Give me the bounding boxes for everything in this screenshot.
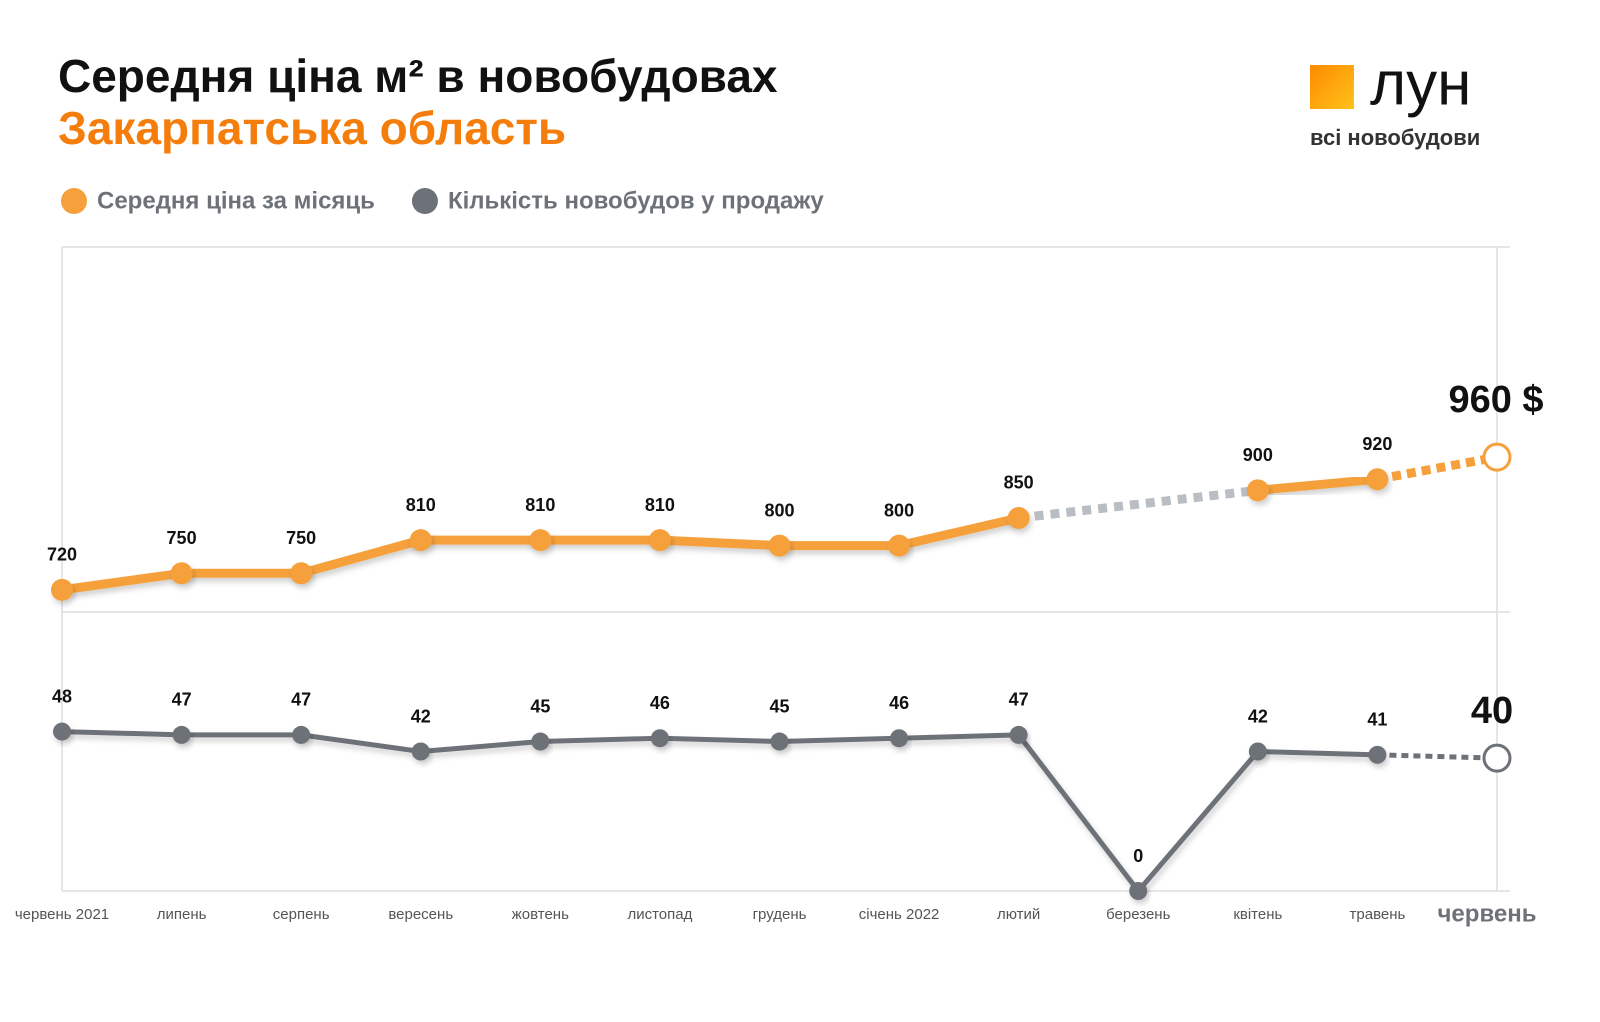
point — [890, 729, 909, 748]
value-label: 900 — [1243, 445, 1273, 465]
point — [529, 529, 552, 552]
value-label: 41 — [1367, 710, 1387, 730]
forecast-line — [1376, 452, 1498, 484]
value-label: 48 — [52, 686, 72, 706]
point — [170, 562, 193, 585]
x-tick-label: жовтень — [512, 906, 569, 923]
legend-marker — [61, 188, 87, 214]
point — [1009, 725, 1028, 744]
point — [1248, 742, 1267, 761]
point — [648, 529, 671, 552]
point — [51, 578, 73, 601]
value-label: 810 — [525, 495, 555, 515]
x-tick-label: квітень — [1233, 906, 1282, 923]
x-tick-label: лютий — [997, 906, 1040, 923]
x-tick-label: грудень — [753, 906, 807, 923]
value-label: 42 — [411, 706, 431, 726]
value-label: 45 — [530, 696, 550, 716]
value-label: 810 — [645, 495, 675, 515]
value-label: 810 — [406, 495, 436, 515]
point — [172, 725, 191, 744]
logo-mark — [1310, 65, 1354, 109]
value-label: 42 — [1248, 706, 1268, 726]
chart-subtitle: Закарпатська область — [58, 102, 566, 154]
point — [53, 722, 71, 741]
gap-bridge — [1018, 485, 1259, 523]
point — [1246, 479, 1269, 502]
value-label: 47 — [1009, 690, 1029, 710]
x-tick-label: червень — [1438, 900, 1537, 927]
x-tick-label: червень 2021 — [15, 906, 109, 923]
point — [768, 534, 791, 557]
point — [888, 534, 911, 557]
value-label: 40 — [1471, 690, 1513, 732]
point — [531, 732, 550, 751]
value-label: 45 — [769, 696, 789, 716]
value-label: 720 — [47, 545, 77, 565]
point — [1482, 442, 1512, 472]
series-line — [61, 513, 1020, 595]
point — [292, 725, 311, 744]
x-tick-label: березень — [1106, 906, 1170, 923]
logo-name: лун — [1370, 49, 1471, 118]
point — [770, 732, 789, 751]
value-label: 0 — [1133, 846, 1143, 866]
legend-label: Середня ціна за місяць — [97, 187, 375, 214]
point — [1129, 882, 1148, 900]
value-label: 960 $ — [1448, 379, 1543, 421]
value-label: 850 — [1004, 473, 1034, 493]
x-tick-label: серпень — [273, 906, 330, 923]
value-label: 47 — [291, 690, 311, 710]
chart-title: Середня ціна м² в новобудовах — [58, 50, 778, 102]
frame — [61, 246, 1510, 892]
point — [650, 729, 669, 748]
point — [409, 529, 432, 552]
point — [1482, 743, 1512, 773]
value-label: 920 — [1362, 434, 1392, 454]
value-label: 750 — [167, 528, 197, 548]
legend-marker — [411, 188, 438, 214]
x-tick-label: травень — [1350, 906, 1406, 923]
point — [1366, 468, 1389, 491]
point — [1368, 745, 1387, 764]
point — [411, 742, 430, 761]
forecast-line — [1377, 752, 1498, 761]
x-tick-label: вересень — [388, 906, 453, 923]
x-tick-label: січень 2022 — [859, 906, 940, 923]
value-label: 46 — [650, 693, 670, 713]
logo-tagline: всі новобудови — [1310, 125, 1480, 150]
point — [290, 562, 313, 585]
value-label: 800 — [764, 500, 794, 520]
value-label: 46 — [889, 693, 909, 713]
series-line — [61, 729, 1378, 894]
x-tick-label: липень — [157, 906, 207, 923]
series-line — [1257, 474, 1378, 495]
point — [1007, 506, 1030, 529]
value-label: 750 — [286, 528, 316, 548]
legend-label: Кількість новобудов у продажу — [448, 187, 824, 214]
value-label: 47 — [172, 690, 192, 710]
value-label: 800 — [884, 500, 914, 520]
x-tick-label: листопад — [627, 906, 692, 923]
